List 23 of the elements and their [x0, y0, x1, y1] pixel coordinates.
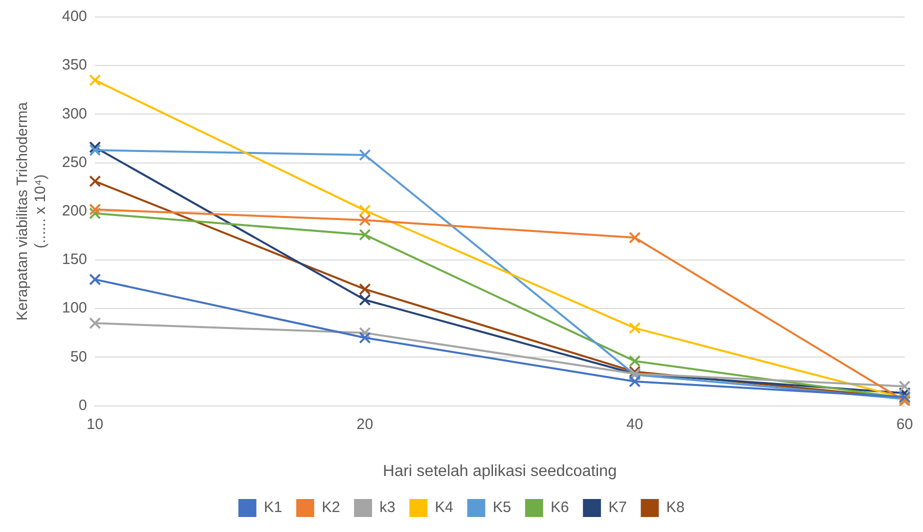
legend-label: K5: [492, 499, 512, 516]
legend-label: K8: [666, 499, 685, 516]
y-tick-label: 400: [62, 8, 88, 26]
legend-label: K1: [264, 499, 282, 516]
y-tick-label: 50: [70, 348, 88, 366]
legend-label: K7: [608, 499, 627, 516]
y-tick-label: 200: [62, 202, 88, 220]
legend-label: K2: [322, 499, 340, 516]
x-tick-label: 60: [896, 416, 913, 433]
x-axis-title: Hari setelah aplikasi seedcoating: [382, 462, 617, 480]
y-tick-label: 350: [62, 56, 88, 74]
y-tick-label: 300: [62, 105, 88, 122]
y-tick-label: 150: [62, 251, 88, 268]
legend-label: k3: [380, 499, 396, 516]
y-tick-label: 100: [62, 300, 88, 317]
legend-label: K4: [434, 499, 454, 516]
y-tick-label: 0: [78, 396, 88, 414]
x-tick-label: 40: [626, 416, 644, 433]
legend-label: K6: [550, 499, 569, 516]
y-axis-title: Kerapatan viabilitas Trichoderma (...... x 10⁴): [14, 102, 50, 321]
y-tick-label: 250: [62, 154, 88, 171]
x-tick-label: 10: [86, 416, 104, 433]
x-tick-label: 20: [356, 416, 374, 433]
